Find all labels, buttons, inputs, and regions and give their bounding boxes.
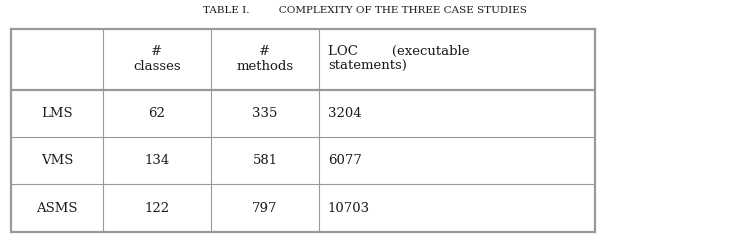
Text: 3204: 3204 — [328, 107, 361, 120]
Text: #
classes: # classes — [133, 45, 181, 73]
Text: 6077: 6077 — [328, 154, 361, 167]
Text: ASMS: ASMS — [36, 202, 77, 215]
Text: LMS: LMS — [41, 107, 73, 120]
Text: TABLE I.         COMPLEXITY OF THE THREE CASE STUDIES: TABLE I. COMPLEXITY OF THE THREE CASE ST… — [203, 6, 527, 15]
Text: 62: 62 — [148, 107, 166, 120]
Text: 10703: 10703 — [328, 202, 370, 215]
Text: #
methods: # methods — [237, 45, 293, 73]
Text: 335: 335 — [253, 107, 277, 120]
Text: 581: 581 — [253, 154, 277, 167]
Text: 797: 797 — [253, 202, 277, 215]
Text: 122: 122 — [145, 202, 169, 215]
Text: 134: 134 — [145, 154, 169, 167]
Text: LOC        (executable
statements): LOC (executable statements) — [328, 45, 469, 73]
Text: VMS: VMS — [41, 154, 73, 167]
